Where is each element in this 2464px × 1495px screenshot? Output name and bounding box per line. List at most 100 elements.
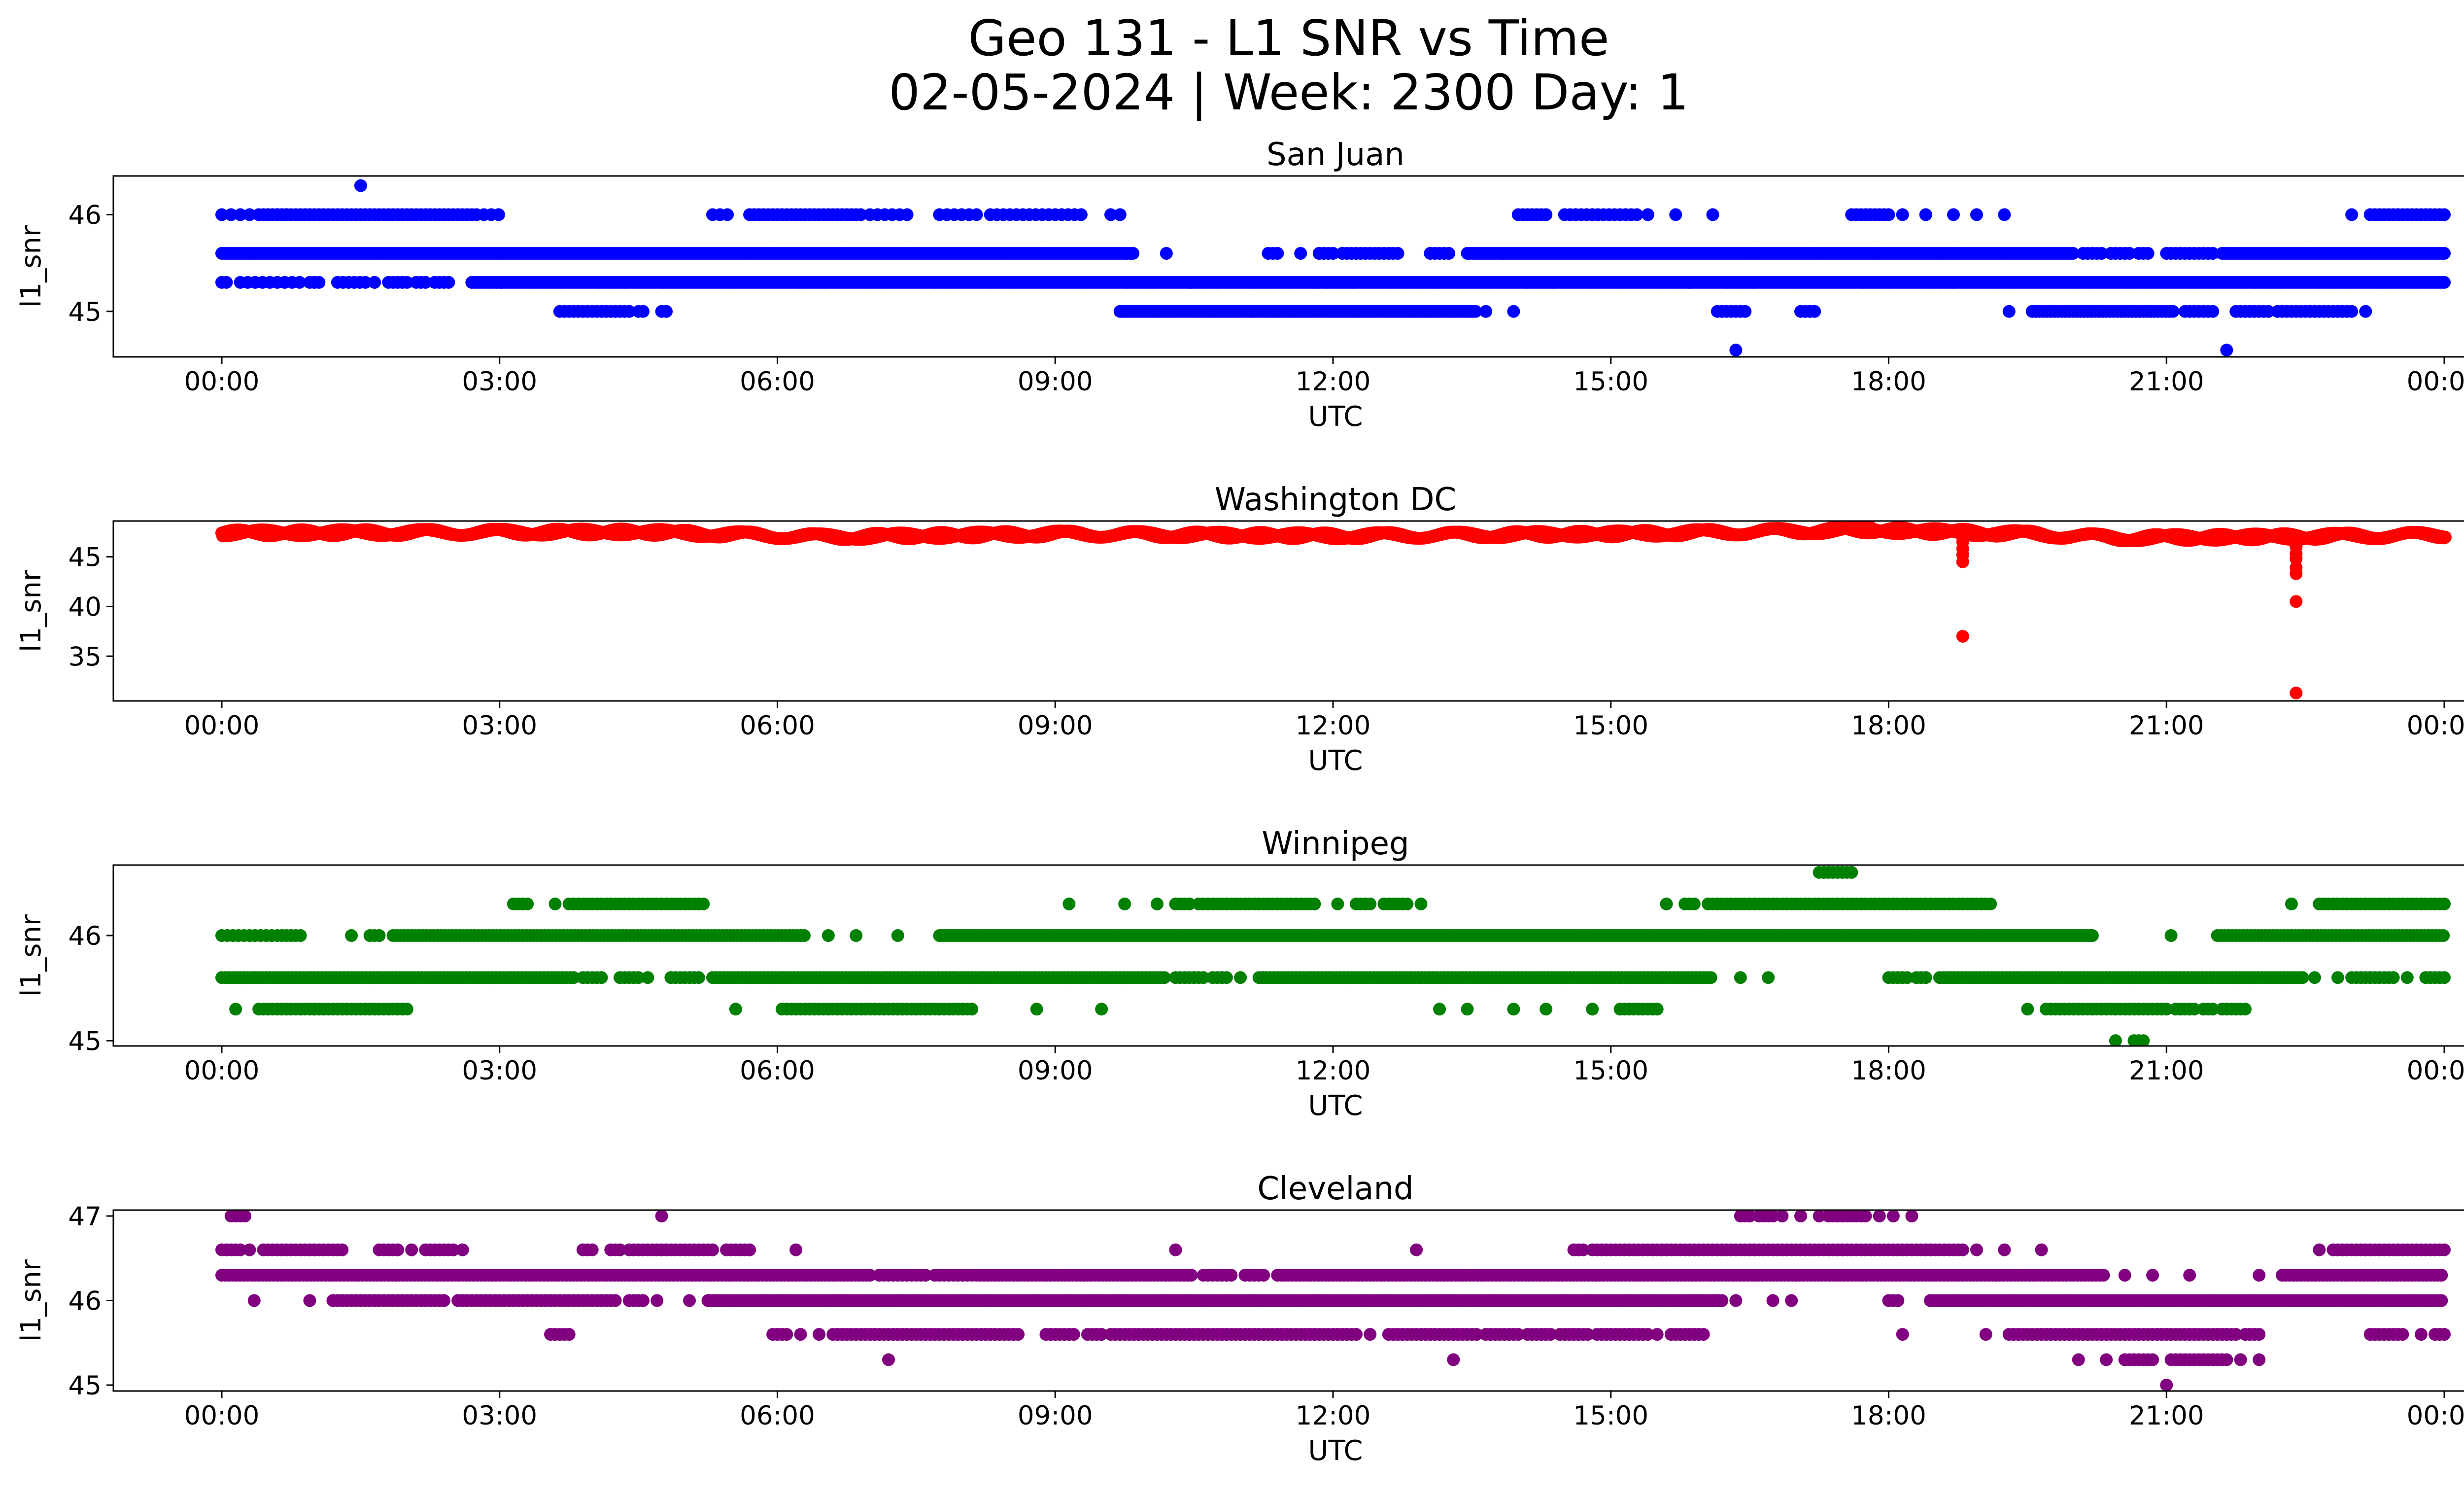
x-tick-label: 00:00 (184, 367, 260, 397)
data-point (359, 276, 372, 289)
data-point (1919, 208, 1932, 221)
data-point (1739, 305, 1752, 318)
x-tick-label: 06:00 (740, 367, 815, 397)
data-point (2002, 305, 2016, 318)
x-axis-label: UTC (1308, 745, 1363, 777)
x-tick-label: 00:00 (2407, 367, 2464, 397)
data-point (2262, 305, 2275, 318)
data-point (2359, 305, 2372, 318)
data-point (660, 305, 673, 318)
data-point (243, 208, 256, 221)
axes-frame (112, 520, 2464, 702)
data-point (2345, 208, 2359, 221)
y-tick-label: 46 (68, 201, 102, 231)
data-point (1331, 897, 1344, 910)
x-tick-label: 15:00 (1573, 367, 1648, 397)
data-point (2438, 897, 2451, 910)
y-axis-label: l1_snr (15, 569, 47, 652)
data-points (215, 866, 2451, 1046)
data-point (2123, 247, 2136, 260)
data-point (234, 208, 247, 221)
x-tick-label: 09:00 (1018, 367, 1093, 397)
data-point (854, 208, 867, 221)
data-point (2066, 247, 2080, 260)
data-point (1669, 208, 1682, 221)
data-point (850, 929, 863, 942)
y-tick-label: 45 (68, 297, 102, 327)
x-tick-label: 03:00 (462, 367, 537, 397)
data-point (2095, 247, 2108, 260)
data-point (345, 929, 358, 942)
data-point (1118, 897, 1131, 910)
data-point (1687, 897, 1701, 910)
data-point (2285, 897, 2298, 910)
data-point (1507, 305, 1520, 318)
x-axis-label: UTC (1308, 401, 1363, 433)
data-point (368, 276, 381, 289)
data-point (1540, 208, 1553, 221)
data-point (1896, 208, 1909, 221)
data-point (2206, 305, 2220, 318)
data-point (1127, 247, 1140, 260)
data-point (2290, 686, 2303, 699)
data-point (798, 929, 811, 942)
data-point (1970, 208, 1983, 221)
data-point (312, 276, 326, 289)
x-tick-label: 03:00 (462, 711, 537, 741)
y-tick-label: 45 (68, 543, 102, 573)
data-point (293, 276, 306, 289)
data-point (1401, 897, 1414, 910)
subplot-title: San Juan (1266, 137, 1404, 173)
subplot-panels: San Juan 00:00 03:00 06:00 09:00 12:00 15:00 18… (15, 137, 2464, 1467)
x-tick-label: 12:00 (1296, 367, 1371, 397)
x-tick-label: 00:00 (184, 711, 260, 741)
data-point (622, 305, 636, 318)
data-point (1630, 208, 1643, 221)
data-point (721, 208, 734, 221)
data-point (1729, 344, 1743, 357)
subplot-san-juan: San Juan 00:00 03:00 06:00 09:00 12:00 15:00 18… (15, 137, 2464, 433)
data-point (2290, 595, 2303, 608)
data-point (1271, 247, 1284, 260)
figure-title-line-2: 02-05-2024 | Week: 2300 Day: 1 (889, 64, 1688, 121)
data-point (492, 208, 505, 221)
data-point (1479, 305, 1493, 318)
x-tick-label: 18:00 (1851, 711, 1926, 741)
x-tick-label: 06:00 (740, 711, 815, 741)
data-point (1469, 305, 1482, 318)
x-tick-label: 12:00 (1296, 711, 1371, 741)
subplot-title: Winnipeg (1262, 826, 1409, 862)
data-point (1113, 208, 1127, 221)
data-point (2438, 208, 2451, 221)
data-point (2166, 305, 2180, 318)
data-point (373, 929, 386, 942)
y-tick-label: 35 (68, 642, 102, 672)
data-point (1104, 208, 1117, 221)
data-point (637, 305, 650, 318)
data-point (1660, 897, 1673, 910)
data-point (1956, 629, 1969, 643)
x-tick-label: 18:00 (1851, 367, 1926, 397)
data-point (294, 929, 307, 942)
data-point (2290, 552, 2303, 565)
data-point (400, 276, 413, 289)
data-point (1391, 247, 1404, 260)
data-point (215, 208, 228, 221)
data-point (1956, 555, 1969, 568)
data-point (1984, 897, 1997, 910)
data-point (548, 897, 562, 910)
data-point (1160, 247, 1173, 260)
data-point (2206, 247, 2220, 260)
data-point (821, 929, 835, 942)
data-point (1706, 208, 1719, 221)
data-point (521, 897, 534, 910)
data-point (1863, 521, 1877, 534)
data-point (697, 897, 710, 910)
data-point (1294, 247, 1307, 260)
subplot-title: Washington DC (1215, 482, 1456, 518)
data-point (2438, 247, 2451, 260)
x-tick-label: 21:00 (2129, 367, 2204, 397)
data-point (1364, 897, 1377, 910)
